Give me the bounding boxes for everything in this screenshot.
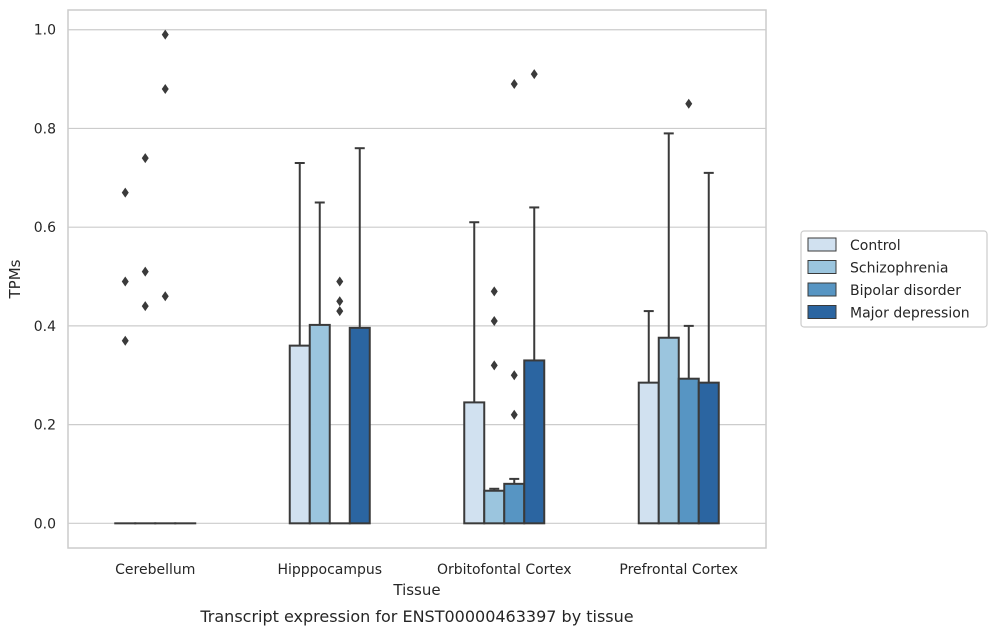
outlier-point xyxy=(141,301,149,312)
y-tick-label: 0.2 xyxy=(34,418,56,434)
legend-swatch xyxy=(807,282,837,297)
outlier-point xyxy=(121,187,129,198)
legend-label: Control xyxy=(850,238,901,254)
y-axis-label: TPMs xyxy=(6,259,24,299)
error-bars xyxy=(294,132,714,491)
x-tick-labels: Cerebellum Hipppocampus Orbitofontal Corte… xyxy=(115,562,738,578)
legend-label: Bipolar disorder xyxy=(850,283,961,299)
x-tick-label: Cerebellum xyxy=(115,562,195,578)
outliers xyxy=(121,29,693,420)
legend: Control Schizophrenia Bipolar disorder Majo… xyxy=(800,230,988,328)
x-tick-label: Prefrontal Cortex xyxy=(619,562,738,578)
legend-swatch xyxy=(807,260,837,274)
legend-label: Major depression xyxy=(850,306,970,322)
y-tick-labels: 0.0 0.2 0.4 0.6 0.8 1.0 xyxy=(34,23,56,533)
outlier-point xyxy=(510,370,518,381)
y-tick-label: 0.0 xyxy=(34,516,56,532)
bar xyxy=(308,323,331,525)
legend-label: Schizophrenia xyxy=(850,261,948,277)
outlier-point xyxy=(121,276,129,287)
outlier-point xyxy=(685,98,693,109)
outlier-point xyxy=(161,291,169,302)
outlier-point xyxy=(490,315,498,326)
legend-swatch xyxy=(807,237,837,252)
bar xyxy=(657,336,680,525)
bar xyxy=(503,482,526,525)
legend-swatch xyxy=(807,305,837,319)
y-tick-label: 0.6 xyxy=(34,220,56,236)
plot-frame xyxy=(67,9,767,549)
outlier-point xyxy=(510,79,518,90)
x-tick-label: Orbitofontal Cortex xyxy=(437,562,572,578)
chart-caption: Transcript expression for ENST0000046339… xyxy=(199,607,633,626)
outlier-point xyxy=(336,276,344,287)
outlier-point xyxy=(490,360,498,371)
x-tick-label: Hipppocampus xyxy=(277,562,382,578)
y-tick-label: 0.4 xyxy=(34,319,56,335)
outlier-point xyxy=(336,296,344,307)
bar xyxy=(483,489,506,525)
outlier-point xyxy=(336,306,344,317)
bar xyxy=(637,381,660,525)
outlier-point xyxy=(121,335,129,346)
outlier-point xyxy=(161,29,169,40)
outlier-point xyxy=(530,69,538,80)
bar xyxy=(523,359,546,525)
outlier-point xyxy=(490,286,498,297)
outlier-point xyxy=(141,153,149,164)
bar xyxy=(348,326,371,525)
bar xyxy=(288,344,311,525)
y-tick-label: 1.0 xyxy=(34,23,56,39)
bar xyxy=(677,377,700,525)
bar xyxy=(697,381,720,525)
bar xyxy=(463,401,486,525)
legend-frame xyxy=(800,230,988,328)
y-tick-label: 0.8 xyxy=(34,121,56,137)
outlier-point xyxy=(141,266,149,277)
outlier-point xyxy=(161,83,169,94)
outlier-point xyxy=(510,409,518,420)
x-axis-label: Tissue xyxy=(392,581,440,599)
